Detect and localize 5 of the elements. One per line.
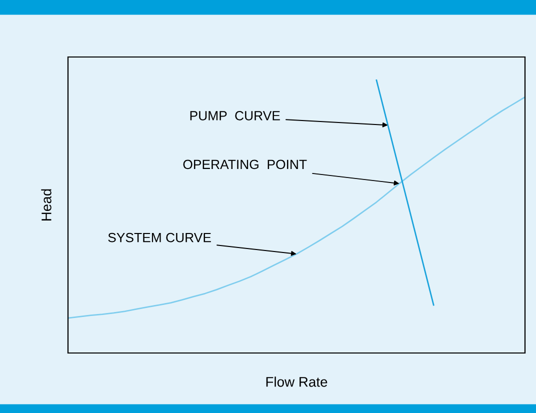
y-axis-title: Head: [41, 189, 52, 220]
annotation: PUMP CURVE: [190, 111, 280, 120]
annotation: SYSTEM CURVE: [108, 232, 211, 242]
x-axis-title: Flow Rate: [266, 376, 328, 387]
annotation: OPERATING POINT: [183, 160, 307, 170]
